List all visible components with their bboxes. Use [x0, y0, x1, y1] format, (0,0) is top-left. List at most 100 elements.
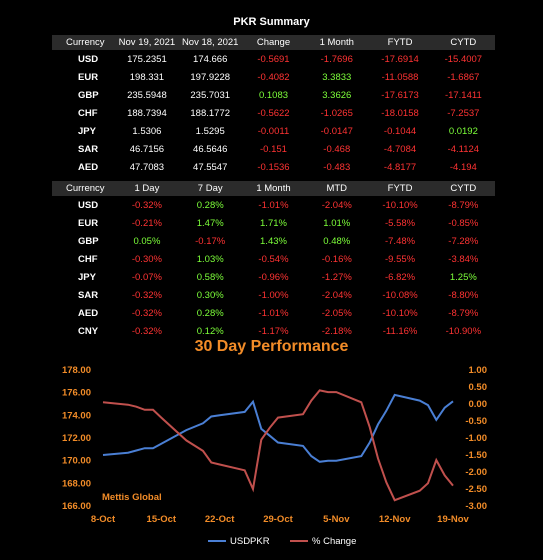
table-cell: 198.331	[129, 71, 165, 83]
series-lines	[102, 389, 454, 502]
table-cell: -1.27%	[321, 271, 352, 283]
x-axis-labels: 8-Oct 15-Oct 22-Oct 29-Oct 5-Nov 12-Nov 19-Nov	[91, 514, 470, 525]
table-cell: 3.3833	[322, 71, 352, 83]
table-row: CHF 188.7394 188.1772 -0.5622 -1.0265 -18.015…	[52, 104, 495, 122]
table-cell: -10.08%	[382, 289, 418, 301]
table-cell: 46.5646	[193, 143, 228, 155]
table-cell: -11.16%	[382, 325, 418, 337]
table-cell: -0.16%	[321, 253, 352, 265]
y-right-tick-label: -1.50	[465, 450, 487, 461]
currency-code: JPY	[78, 271, 96, 283]
table-cell: -0.32%	[131, 289, 162, 301]
column-header: CYTD	[431, 35, 495, 50]
column-header: 1 Month	[305, 35, 369, 50]
table-cell: -0.0147	[320, 125, 353, 137]
table-cell: 0.28%	[196, 199, 224, 211]
table-cell: 235.5948	[127, 89, 167, 101]
column-header: Nov 18, 2021	[178, 35, 242, 50]
table-cell: 0.0192	[448, 125, 478, 137]
x-tick-label: 22-Oct	[205, 514, 235, 525]
table-cell: -0.21%	[131, 217, 162, 229]
rates-table: Currency Nov 19, 2021 Nov 18, 2021 Change 1 …	[52, 35, 495, 194]
table-cell: -18.0158	[381, 107, 419, 119]
table-cell: -10.90%	[445, 325, 482, 337]
table-cell: -2.05%	[321, 307, 352, 319]
table-cell: 0.28%	[196, 307, 224, 319]
currency-code: JPY	[78, 125, 96, 137]
left-axis-labels: 166.00 168.00 170.00 172.00 174.00 176.00 178.…	[62, 365, 91, 512]
table-cell: -5.58%	[384, 217, 416, 229]
legend-label: % Change	[312, 536, 356, 547]
table-row: JPY -0.07% 0.58% -0.96% -1.27% -6.82% 1.25%	[52, 268, 495, 286]
table-cell: -7.2537	[447, 107, 480, 119]
currency-code: SAR	[78, 143, 99, 155]
y-right-tick-label: 0.50	[469, 382, 488, 393]
table-cell: -7.48%	[384, 235, 416, 247]
y-right-tick-label: -2.50	[465, 484, 487, 495]
table-row: CHF -0.30% 1.03% -0.54% -0.16% -9.55% -3.84%	[52, 250, 495, 268]
currency-code: CNY	[78, 325, 99, 337]
y-left-tick-label: 174.00	[62, 410, 91, 421]
header-row: Currency Nov 19, 2021 Nov 18, 2021 Change 1 …	[52, 35, 495, 50]
table-row: SAR -0.32% 0.30% -1.00% -2.04% -10.08% -8.80%	[52, 286, 495, 304]
table-cell: -1.01%	[258, 307, 289, 319]
table-cell: -17.6914	[381, 53, 419, 65]
y-left-tick-label: 168.00	[62, 478, 91, 489]
currency-code: GBP	[78, 235, 99, 247]
y-left-tick-label: 176.00	[62, 388, 91, 399]
table-cell: -1.00%	[258, 289, 289, 301]
table-cell: 0.30%	[196, 289, 224, 301]
table-row: CNY -0.32% 0.12% -1.17% -2.18% -11.16% -10.90%	[52, 322, 495, 340]
table-cell: 0.12%	[196, 325, 224, 337]
column-header: MTD	[305, 181, 369, 196]
table-cell: -4.1124	[447, 143, 480, 155]
table-cell: -0.17%	[195, 235, 226, 247]
table-cell: 174.666	[193, 53, 228, 65]
currency-code: AED	[78, 161, 99, 173]
currency-code: EUR	[78, 71, 99, 83]
table-cell: -3.84%	[448, 253, 479, 265]
table-cell: 188.7394	[127, 107, 167, 119]
performance-table: Currency 1 Day 7 Day 1 Month MTD FYTD CYTD USD -…	[52, 181, 495, 340]
x-tick-label: 15-Oct	[147, 514, 177, 525]
column-header: FYTD	[368, 181, 432, 196]
table-cell: -0.1536	[257, 161, 290, 173]
table-cell: 1.5306	[132, 125, 162, 137]
table-cell: -0.30%	[131, 253, 162, 265]
table-cell: -0.5622	[257, 107, 290, 119]
currency-code: USD	[78, 199, 99, 211]
column-header: 7 Day	[178, 181, 242, 196]
percent-change-line	[102, 389, 454, 502]
currency-code: SAR	[78, 289, 99, 301]
y-right-tick-label: 0.00	[469, 399, 488, 410]
table-cell: -1.0265	[320, 107, 353, 119]
x-tick-label: 8-Oct	[91, 514, 116, 525]
table-cell: -0.32%	[131, 325, 162, 337]
right-axis-labels: -3.00 -2.50 -2.00 -1.50 -1.00 -0.50 0.00 0.50 1.…	[465, 365, 487, 512]
column-header: 1 Month	[241, 181, 306, 196]
y-left-tick-label: 166.00	[62, 501, 91, 512]
table-cell: -0.5691	[257, 53, 290, 65]
y-right-tick-label: 1.00	[469, 365, 488, 376]
table-cell: 1.03%	[196, 253, 224, 265]
table-cell: -0.151	[260, 143, 287, 155]
y-right-tick-label: -1.00	[465, 433, 487, 444]
table-cell: 1.01%	[323, 217, 351, 229]
column-header: CYTD	[431, 181, 495, 196]
table-cell: -2.18%	[321, 325, 352, 337]
table-cell: -4.194	[449, 161, 477, 173]
table-row: JPY 1.5306 1.5295 -0.0011 -0.0147 -0.1044 0.01…	[52, 122, 495, 140]
currency-code: CHF	[78, 107, 98, 119]
table-cell: -9.55%	[384, 253, 416, 265]
table-row: GBP 235.5948 235.7031 0.1083 3.3626 -17.6173 -…	[52, 86, 495, 104]
column-header: FYTD	[368, 35, 432, 50]
table-cell: 1.71%	[260, 217, 287, 229]
table-row: EUR 198.331 197.9228 -0.4082 3.3833 -11.0588 -…	[52, 68, 495, 86]
table-cell: 175.2351	[127, 53, 167, 65]
table-cell: 1.25%	[449, 271, 477, 283]
table-cell: -11.0588	[381, 71, 419, 83]
chart-title: 30 Day Performance	[194, 338, 349, 355]
table-cell: 46.7156	[129, 143, 165, 155]
column-header: Change	[241, 35, 306, 50]
table-cell: 188.1772	[190, 107, 231, 119]
